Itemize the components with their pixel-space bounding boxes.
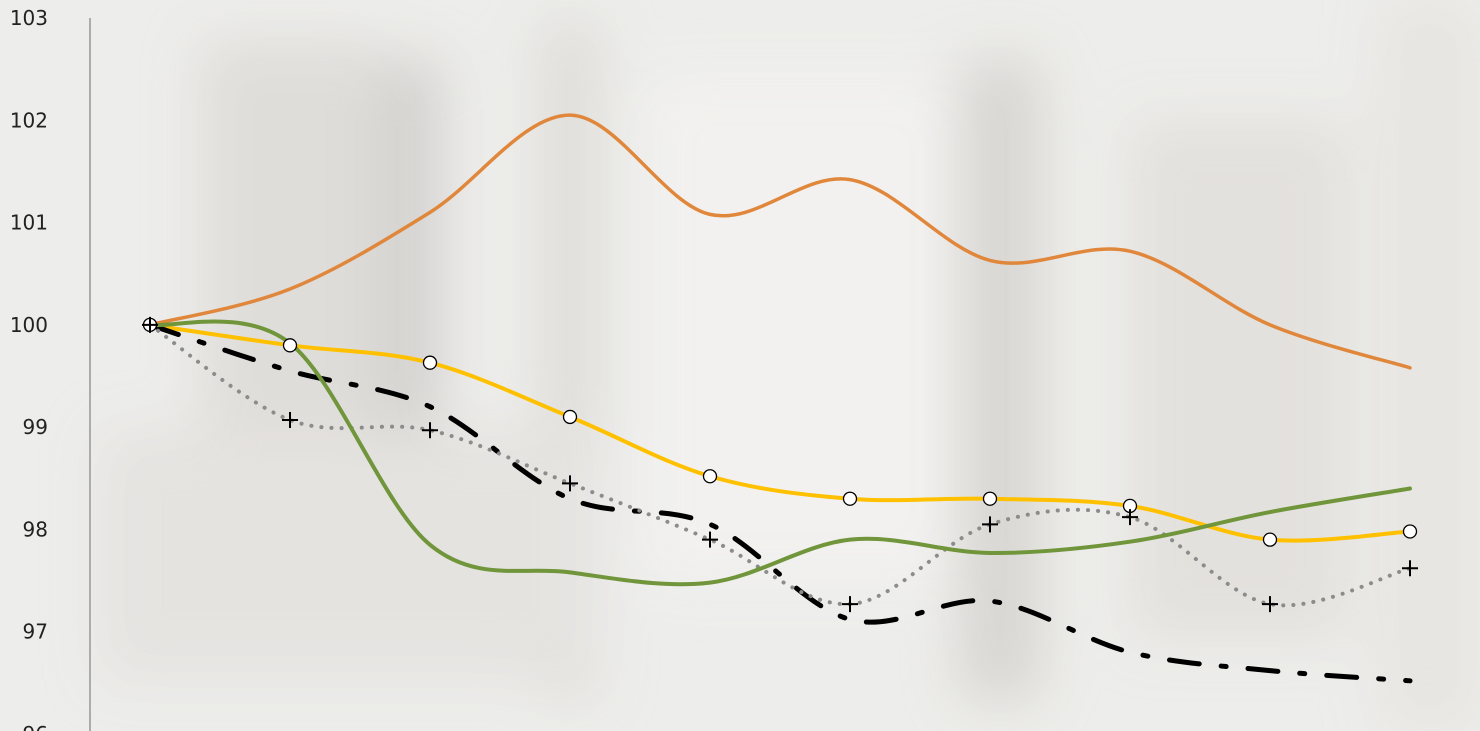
y-tick-label: 100 — [10, 313, 48, 337]
series-2-point-marker — [982, 491, 998, 506]
series-line-5 — [148, 319, 1412, 587]
series-2-point-marker — [1402, 524, 1418, 539]
series-4-point-marker — [702, 531, 718, 548]
series-2-point-marker — [562, 409, 578, 425]
series-4-point-marker — [562, 475, 578, 492]
series-4-point-marker — [1402, 560, 1418, 577]
series-layer — [147, 113, 1413, 684]
series-2-point-marker — [282, 338, 298, 353]
series-line-4 — [148, 322, 1412, 608]
series-4-point-marker — [282, 411, 298, 428]
y-tick-label: 99 — [23, 415, 48, 439]
y-tick-label: 97 — [23, 620, 48, 644]
y-tick-label: 102 — [10, 108, 48, 132]
marker-layer — [142, 316, 1418, 613]
series-2-point-marker — [422, 355, 438, 370]
series-4-point-marker — [1262, 596, 1278, 613]
series-4-point-marker — [1122, 509, 1138, 526]
series-4-point-marker — [842, 596, 858, 613]
series-line-3 — [147, 322, 1413, 684]
series-2-point-marker — [1262, 532, 1278, 547]
y-tick-labels: 96 97 98 99 100 101 102 103 — [10, 6, 48, 731]
y-tick-label: 101 — [10, 211, 48, 235]
series-4-point-marker — [982, 516, 998, 533]
series-line-1 — [148, 113, 1412, 370]
series-2-point-marker — [702, 469, 718, 484]
series-2-point-marker — [842, 491, 858, 506]
series-4-point-marker — [422, 422, 438, 439]
series-4-point-marker — [142, 316, 158, 333]
y-tick-label: 98 — [23, 517, 48, 541]
y-tick-label: 96 — [23, 722, 48, 731]
y-tick-label: 103 — [10, 6, 48, 30]
series-line-2 — [148, 322, 1412, 543]
